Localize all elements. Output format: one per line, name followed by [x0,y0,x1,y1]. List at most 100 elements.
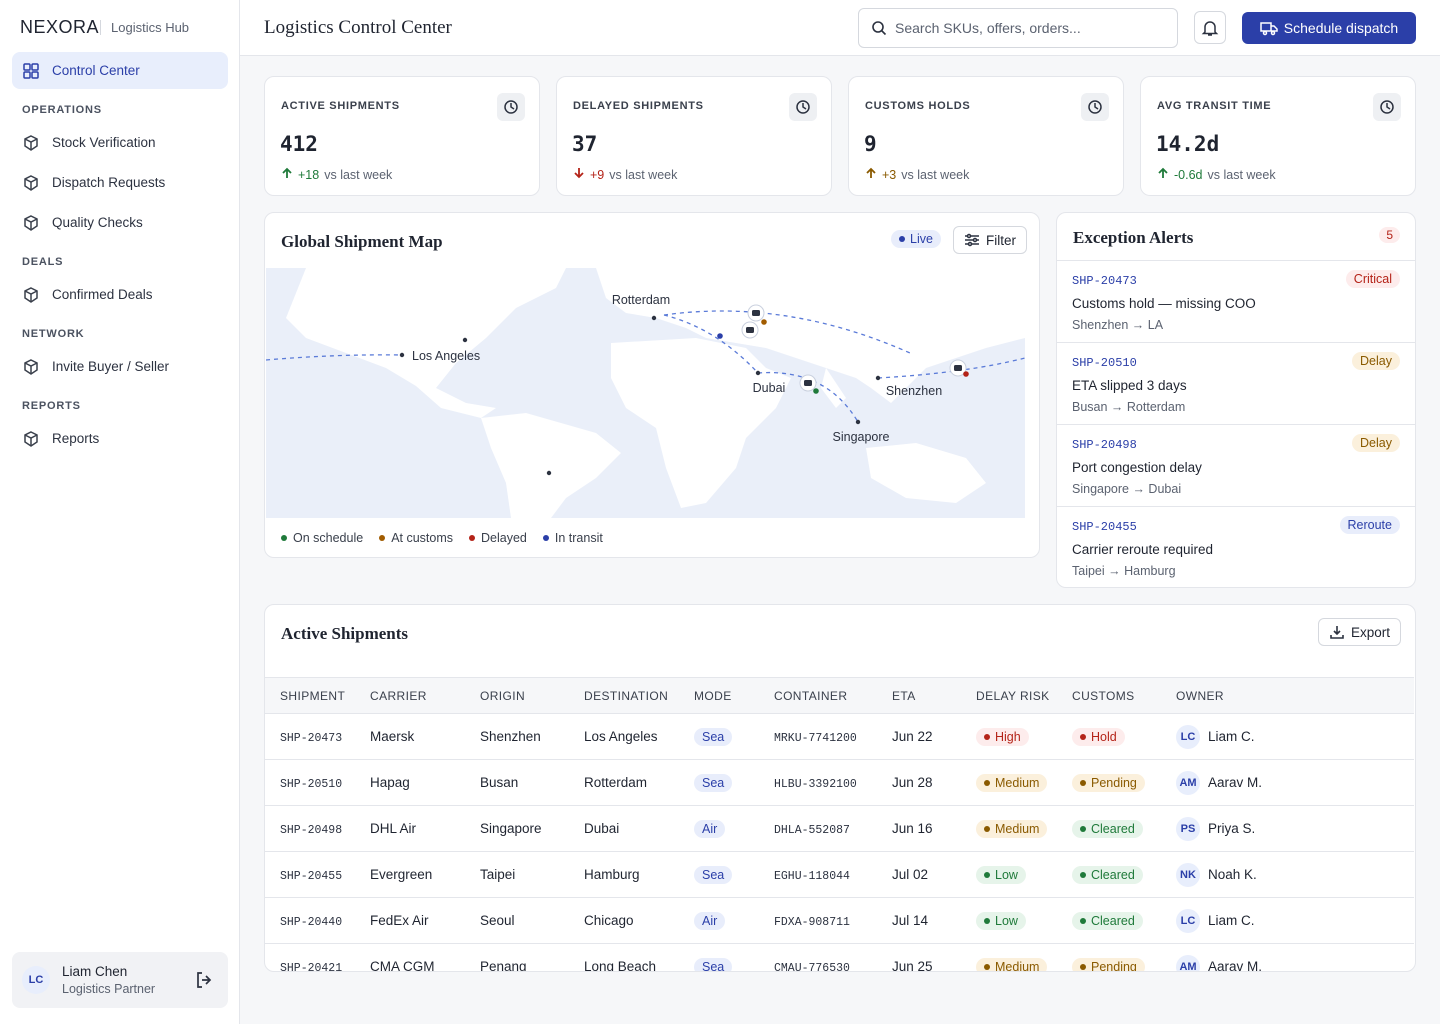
logout-icon[interactable] [194,970,214,990]
legend-item: In transit [542,531,603,545]
kpi-card: CUSTOMS HOLDS 9 +3 vs last week [848,76,1124,196]
cell-text: Jun 16 [892,821,933,836]
shipment-link[interactable]: SHP-20421 [280,961,343,972]
status-label: Medium [995,775,1040,790]
status-dot [813,388,819,394]
brand: NEXORA [20,17,100,37]
status-dot [717,333,723,339]
shipment-link[interactable]: SHP-20440 [280,915,343,929]
status-dot [984,871,990,878]
table-cell: SHP-20455 [265,851,370,898]
legend-item: At customs [379,531,453,545]
table-cell: Low [976,897,1072,944]
cell-text: Long Beach [584,959,657,972]
kpi-icon [1081,93,1109,121]
table-cell: Hold [1072,713,1176,760]
table-cell: Seoul [480,897,584,944]
status-badge: Cleared [1072,911,1143,930]
alert-item[interactable]: SHP-20510 Delay ETA slipped 3 days Busan → … [1057,342,1415,424]
container-id: FDXA-908711 [774,915,850,929]
city-label: Shenzhen [886,384,942,398]
table-cell: EGHU-118044 [774,851,892,898]
table-cell: LC Liam C. [1176,897,1414,944]
nav-item[interactable]: Confirmed Deals [12,276,228,313]
city-dot [755,370,761,376]
table-cell: Pending [1072,944,1176,971]
cell-text: Jun 25 [892,959,933,972]
nav-item[interactable]: Stock Verification [12,124,228,161]
table-cell: DHL Air [370,805,480,852]
vessel-glyph [752,310,760,316]
city-dot [875,375,881,381]
status-badge: Pending [1072,773,1145,792]
table-cell: SHP-20510 [265,759,370,806]
alert-route: Busan → Rotterdam [1072,400,1186,414]
nav-item[interactable]: Control Center [12,52,228,89]
nav-label: Invite Buyer / Seller [52,359,170,374]
table-card: Active Shipments Export SHIPMENT CARRIER O… [264,604,1416,972]
column-header: CARRIER [370,677,480,714]
nav-item[interactable]: Quality Checks [12,204,228,241]
alert-id: SHP-20455 [1072,520,1137,534]
owner: AM Aarav M. [1176,954,1414,971]
cell-text: Maersk [370,729,415,744]
kpi-delta: -0.6d vs last week [1157,167,1276,182]
table-cell: Hapag [370,759,480,806]
map-legend: On schedule At customs Delayed In transit [281,531,603,545]
table-cell: Cleared [1072,851,1176,898]
column-header: ETA [892,677,976,714]
schedule-button[interactable]: Schedule dispatch [1242,12,1416,44]
alert-title: Customs hold — missing COO [1072,296,1256,311]
kpi-icon [1373,93,1401,121]
table-cell: Sea [694,759,774,806]
shipment-link[interactable]: SHP-20498 [280,823,343,837]
owner-avatar: AM [1176,770,1200,795]
notifications[interactable] [1194,11,1226,44]
kpi-label: DELAYED SHIPMENTS [573,100,704,112]
table-cell: Sea [694,851,774,898]
kpi-note: vs last week [901,167,970,182]
table-cell: Medium [976,759,1072,806]
cell-text: Jun 22 [892,729,933,744]
filter-button[interactable]: Filter [953,226,1027,254]
vessel-glyph [954,365,962,371]
shipment-link[interactable]: SHP-20510 [280,777,343,791]
trend-arrow [281,167,293,182]
nav-item[interactable]: Reports [12,420,228,457]
alert-item[interactable]: SHP-20498 Delay Port congestion delay Singa… [1057,424,1415,506]
table-cell: Cleared [1072,805,1176,852]
column-header: ORIGIN [480,677,584,714]
search-box[interactable]: Search SKUs, offers, orders... [858,8,1178,48]
column-header: DELAY RISK [976,677,1072,714]
table-cell: Hamburg [584,851,694,898]
shipment-link[interactable]: SHP-20455 [280,869,343,883]
status-badge: Cleared [1072,865,1143,884]
table-row: SHP-20421 CMA CGM Penang Long Beach Sea CMAU-… [265,944,1414,972]
legend-dot [542,535,549,541]
alert-item[interactable]: SHP-20473 Critical Customs hold — missing … [1057,260,1415,342]
nav-item[interactable]: Invite Buyer / Seller [12,348,228,385]
cell-text: Dubai [584,821,620,836]
status-label: Cleared [1091,867,1135,882]
table-cell: Medium [976,805,1072,852]
nav-section: NETWORK [22,328,85,340]
shipment-link[interactable]: SHP-20473 [280,731,343,745]
alert-item[interactable]: SHP-20455 Reroute Carrier reroute required… [1057,506,1415,588]
kpi-delta: +9 vs last week [573,167,677,182]
kpi-value: 412 [280,132,318,156]
table-cell: Air [694,805,774,852]
table-row: SHP-20498 DHL Air Singapore Dubai Air DHLA-55… [265,805,1414,852]
export-button[interactable]: Export [1317,618,1401,646]
export-label: Export [1350,624,1390,640]
nav-item[interactable]: Dispatch Requests [12,164,228,201]
table-cell: FDXA-908711 [774,897,892,944]
column-header: DESTINATION [584,677,694,714]
status-dot [963,371,969,377]
owner-name: Noah K. [1208,867,1257,882]
status-badge: Medium [976,819,1048,838]
nav-label: Reports [52,431,100,446]
status-badge: Pending [1072,957,1145,971]
table-cell: Pending [1072,759,1176,806]
table-cell: Jun 22 [892,713,976,760]
alerts-count: 5 [1379,227,1400,243]
